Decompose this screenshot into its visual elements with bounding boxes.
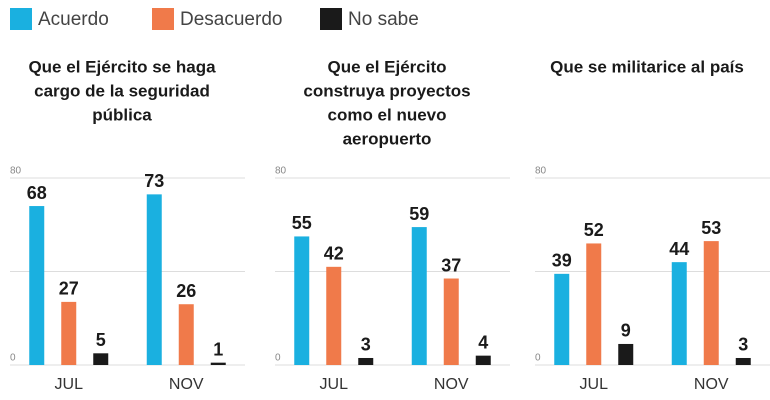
y-tick-label: 0 xyxy=(10,353,16,364)
legend-label: No sabe xyxy=(348,9,419,30)
bar xyxy=(586,243,602,365)
value-label: 27 xyxy=(59,279,79,299)
value-label: 59 xyxy=(409,204,429,224)
y-tick-label: 80 xyxy=(535,166,547,177)
value-label: 4 xyxy=(478,332,488,352)
value-label: 5 xyxy=(96,330,106,350)
x-tick-label: NOV xyxy=(169,376,204,393)
chart-title: como el nuevo xyxy=(327,105,446,124)
bar xyxy=(29,206,45,365)
bar xyxy=(443,278,459,365)
y-tick-label: 0 xyxy=(275,353,281,364)
chart-title: construya proyectos xyxy=(303,81,470,100)
bar xyxy=(93,353,109,365)
legend-swatch xyxy=(152,8,174,30)
bar xyxy=(178,304,194,365)
bar xyxy=(61,301,77,365)
value-label: 3 xyxy=(361,335,371,355)
x-tick-label: NOV xyxy=(694,376,729,393)
value-label: 42 xyxy=(324,244,344,264)
x-tick-label: JUL xyxy=(320,376,349,393)
bar xyxy=(671,262,687,365)
bar xyxy=(358,357,374,365)
chart-title: Que el Ejército se haga xyxy=(28,57,216,76)
value-label: 37 xyxy=(441,255,461,275)
bar xyxy=(210,362,226,365)
bar xyxy=(294,236,310,365)
bar xyxy=(411,227,427,365)
chart-title: Que se militarice al país xyxy=(550,57,744,76)
legend-swatch xyxy=(10,8,32,30)
bar xyxy=(735,357,751,365)
value-label: 53 xyxy=(701,218,721,238)
bar xyxy=(703,241,719,365)
legend-label: Acuerdo xyxy=(38,9,109,30)
value-label: 39 xyxy=(552,251,572,271)
legend-label: Desacuerdo xyxy=(180,9,282,30)
bar xyxy=(146,194,162,365)
x-tick-label: JUL xyxy=(580,376,609,393)
bar xyxy=(618,343,634,365)
chart-title: cargo de la seguridad xyxy=(34,81,210,100)
value-label: 3 xyxy=(738,335,748,355)
value-label: 55 xyxy=(292,213,312,233)
chart-title: pública xyxy=(92,105,152,124)
value-label: 68 xyxy=(27,183,47,203)
bar xyxy=(475,355,491,365)
x-tick-label: NOV xyxy=(434,376,469,393)
value-label: 1 xyxy=(213,339,223,359)
y-tick-label: 80 xyxy=(275,166,287,177)
chart-title: aeropuerto xyxy=(343,129,432,148)
value-label: 44 xyxy=(669,239,689,259)
legend-swatch xyxy=(320,8,342,30)
value-label: 9 xyxy=(621,321,631,341)
bar xyxy=(326,266,342,365)
x-tick-label: JUL xyxy=(55,376,84,393)
value-label: 73 xyxy=(144,171,164,191)
value-label: 26 xyxy=(176,281,196,301)
value-label: 52 xyxy=(584,220,604,240)
y-tick-label: 0 xyxy=(535,353,541,364)
chart-title: Que el Ejército xyxy=(327,57,446,76)
y-tick-label: 80 xyxy=(10,166,22,177)
bar xyxy=(554,273,570,365)
